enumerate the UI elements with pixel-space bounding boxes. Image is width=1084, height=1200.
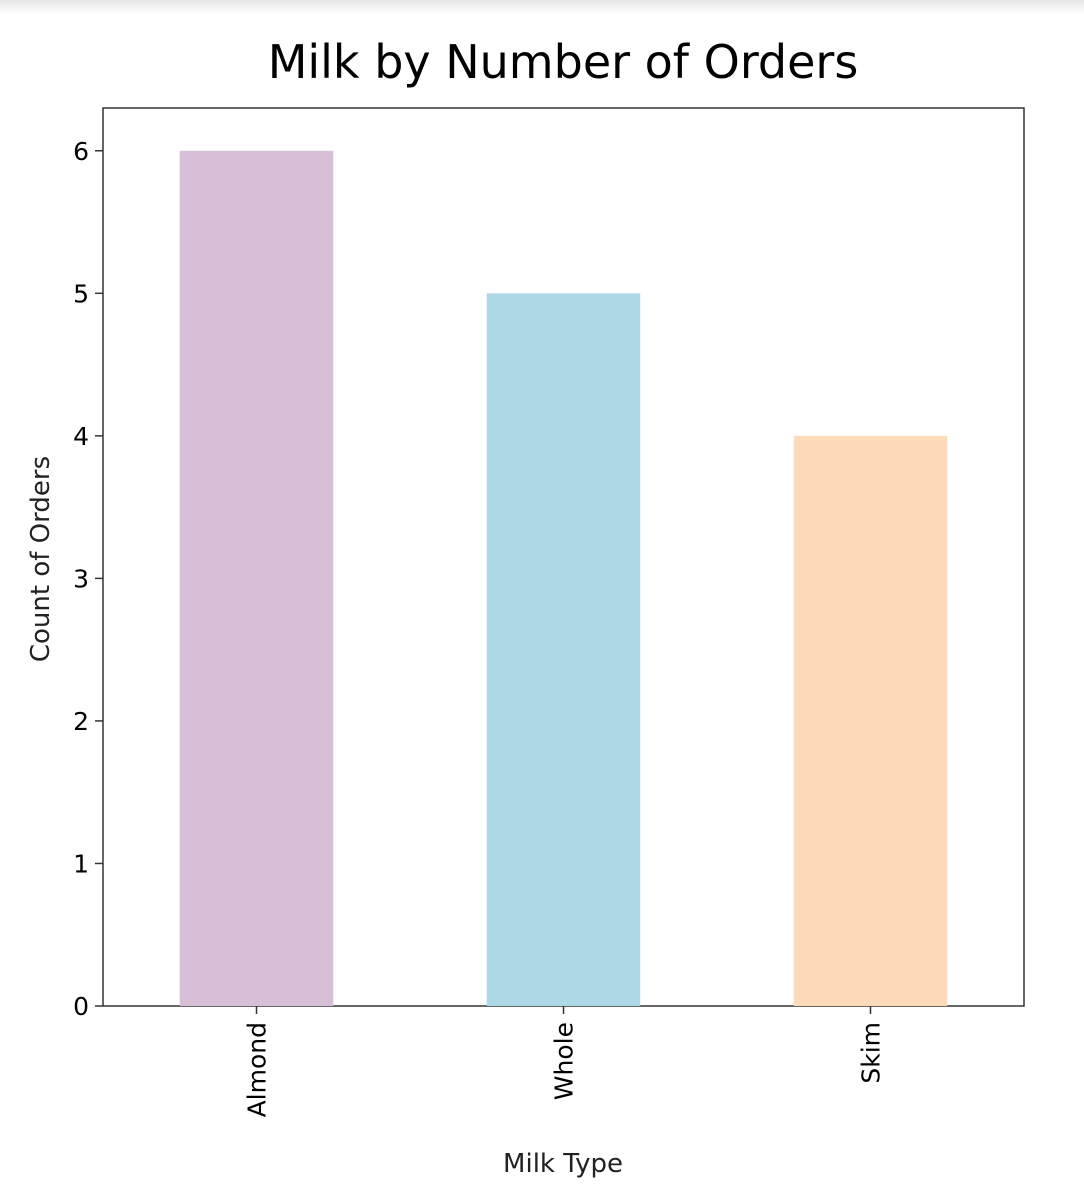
window-top-shadow	[0, 0, 1084, 14]
y-tick-label: 2	[73, 707, 89, 736]
x-axis-title: Milk Type	[503, 1149, 623, 1179]
y-tick-label: 4	[73, 422, 89, 451]
bar-whole	[486, 293, 641, 1006]
y-tick-label: 0	[73, 992, 89, 1021]
bar-almond	[179, 150, 334, 1006]
chart-title: Milk by Number of Orders	[268, 35, 859, 89]
bars-group	[179, 150, 948, 1006]
y-axis: 0 1 2 3 4 5 6	[73, 137, 103, 1021]
bar-skim	[793, 435, 948, 1006]
y-tick-label: 6	[73, 137, 89, 166]
x-tick-label: Almond	[243, 1022, 272, 1117]
x-tick-label: Skim	[857, 1022, 886, 1084]
x-tick-label: Whole	[550, 1022, 579, 1100]
y-tick-label: 1	[73, 849, 89, 878]
x-axis: Almond Whole Skim	[243, 1006, 886, 1117]
y-tick-label: 5	[73, 279, 89, 308]
y-axis-title: Count of Orders	[26, 456, 56, 662]
y-tick-label: 3	[73, 564, 89, 593]
